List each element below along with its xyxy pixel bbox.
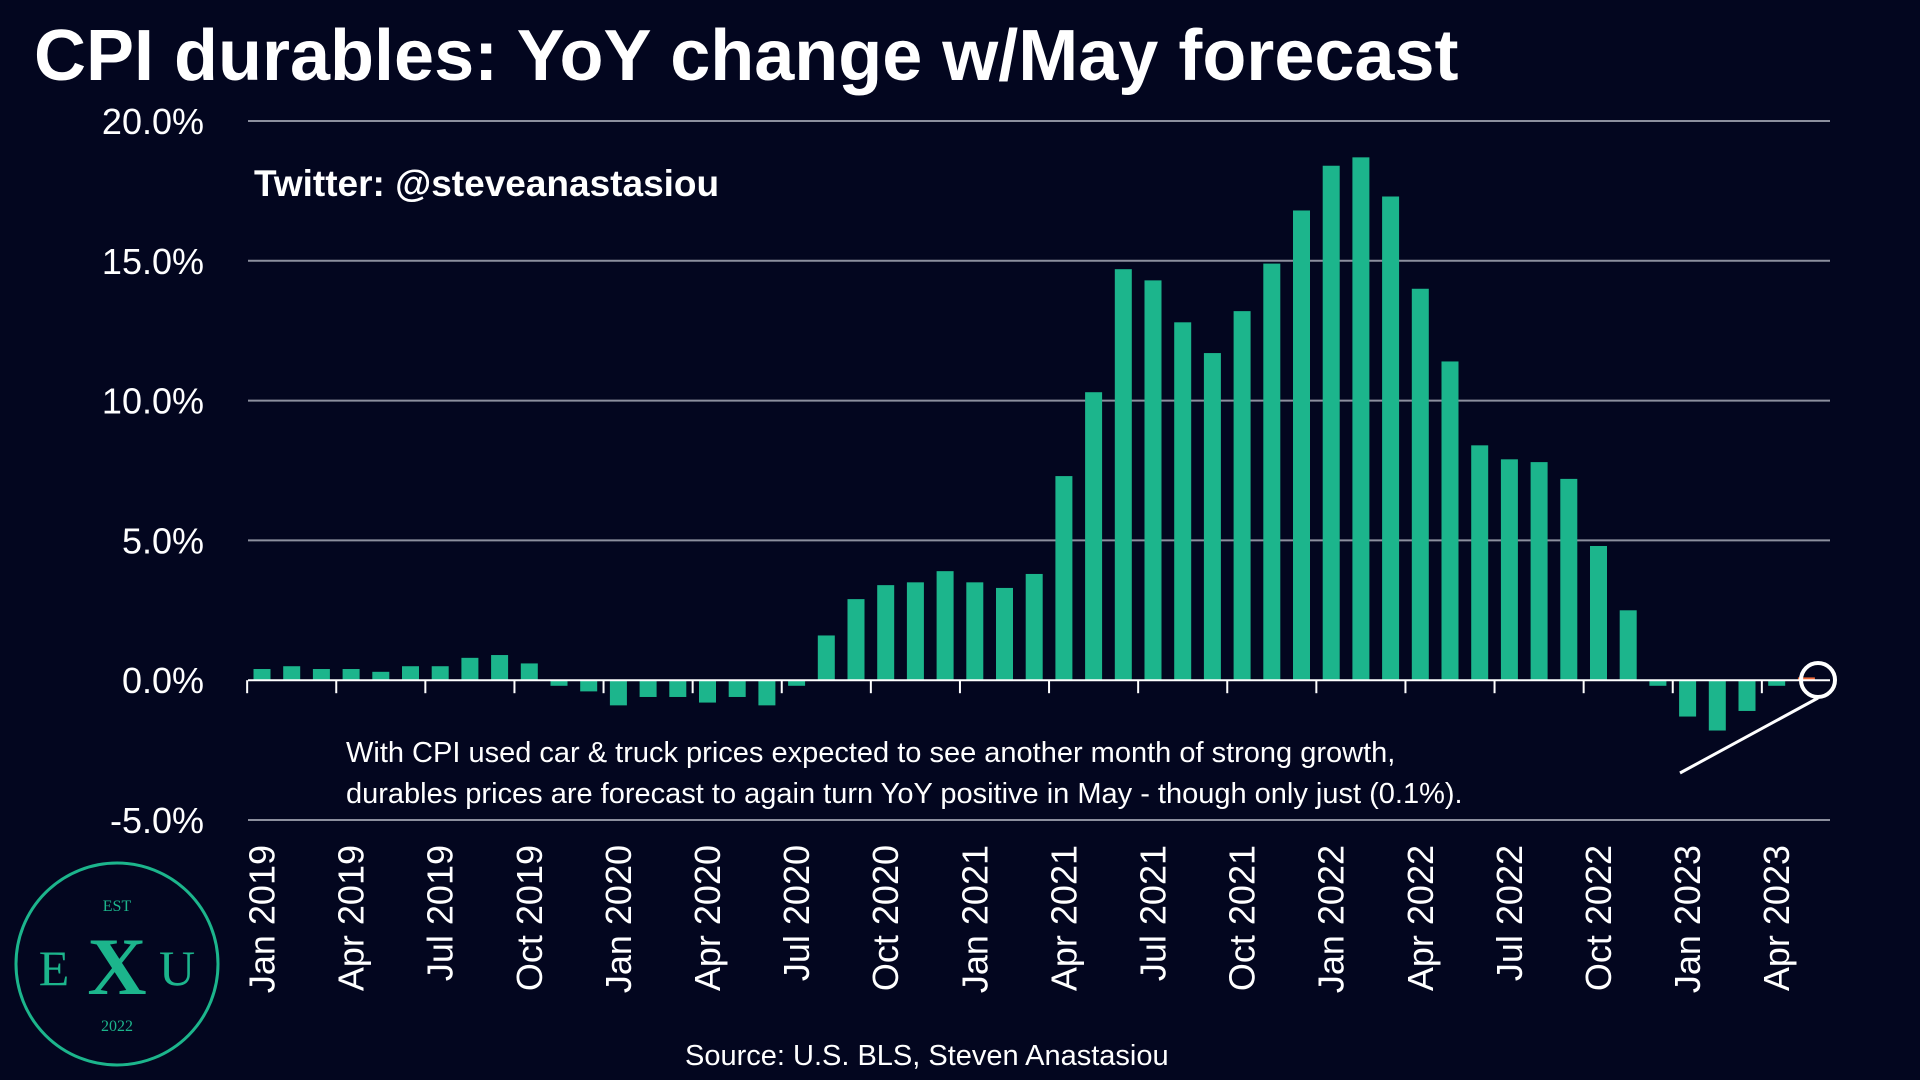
bar (1144, 280, 1162, 681)
bar (1055, 476, 1073, 681)
x-tick-label: Apr 2021 (1043, 845, 1084, 991)
y-tick-label: 5.0% (122, 520, 204, 561)
x-tick-label: Jan 2020 (598, 845, 639, 993)
bar (1590, 545, 1607, 681)
logo-ring (14, 861, 220, 1067)
y-tick-label: 20.0% (102, 101, 204, 142)
bar (1560, 478, 1578, 681)
x-tick-label: Apr 2019 (331, 845, 372, 991)
bar (1679, 680, 1697, 717)
bar (996, 587, 1013, 681)
bar (1708, 680, 1726, 731)
bar (372, 671, 390, 681)
bar (1738, 680, 1756, 711)
bar (520, 663, 538, 681)
x-tick-label: Apr 2022 (1400, 845, 1441, 991)
bar (758, 680, 776, 706)
y-tick-label: 0.0% (122, 660, 204, 701)
y-tick-label: -5.0% (110, 800, 204, 841)
logo-right-letter: U (159, 940, 195, 996)
bar (1471, 445, 1489, 681)
chart-title: CPI durables: YoY change w/May forecast (34, 16, 1458, 96)
forecast-bar (1797, 677, 1815, 681)
y-axis-ticks: 20.0% 15.0% 10.0% 5.0% 0.0% -5.0% (102, 101, 204, 841)
bar (1322, 165, 1340, 681)
forecast-highlight-circle (1799, 661, 1837, 699)
bars (253, 157, 1815, 731)
x-tick-label: Jan 2019 (242, 845, 283, 993)
bar (1411, 288, 1429, 681)
y-tick-label: 15.0% (102, 241, 204, 282)
x-tick-label: Apr 2020 (687, 845, 728, 991)
source-note: Source: U.S. BLS, Steven Anastasiou (685, 1040, 1169, 1072)
x-tick-label: Jan 2023 (1667, 845, 1708, 993)
bar (1233, 311, 1251, 681)
x-tick-label: Oct 2022 (1578, 845, 1619, 991)
logo-top-text: EST (103, 898, 132, 915)
twitter-watermark: Twitter: @steveanastasiou (254, 163, 719, 204)
annotation-line-2: durables prices are forecast to again tu… (346, 778, 1463, 810)
bar (580, 680, 598, 692)
bar (283, 666, 301, 681)
logo: EST E X U 2022 (14, 861, 220, 1067)
bar (550, 680, 568, 686)
annotation-pointer-line (1679, 696, 1819, 775)
logo-bottom-text: 2022 (101, 1018, 133, 1035)
bar (1352, 157, 1370, 681)
x-tick-label: Jan 2022 (1311, 845, 1352, 993)
x-tick-label: Oct 2019 (509, 845, 550, 991)
bar (342, 669, 360, 681)
x-tick-label: Jul 2022 (1489, 845, 1530, 981)
logo-left-letter: E (39, 940, 70, 996)
bar (669, 680, 687, 697)
bar (1649, 680, 1667, 686)
bar (1025, 573, 1043, 681)
x-axis-ticks: Jan 2019 Apr 2019 Jul 2019 Oct 2019 Jan 2020… (242, 845, 1798, 993)
x-tick-label: Oct 2021 (1222, 845, 1263, 991)
logo-middle-letter: X (87, 921, 146, 1012)
bar (1114, 269, 1132, 681)
bar (312, 669, 330, 681)
bar (817, 635, 835, 681)
bar (461, 657, 479, 681)
bar (906, 582, 924, 681)
bar (1382, 196, 1400, 681)
bar (431, 666, 449, 681)
bar (1293, 210, 1310, 681)
bar (699, 680, 716, 703)
x-tick-label: Jan 2021 (954, 845, 995, 993)
bar (847, 599, 865, 681)
bar (609, 680, 627, 706)
bar (639, 680, 657, 697)
bar (728, 680, 746, 697)
bar (1500, 459, 1518, 681)
bar (1263, 263, 1281, 681)
x-tick-label: Apr 2023 (1756, 845, 1797, 991)
x-tick-label: Jul 2021 (1133, 845, 1174, 981)
bar (1085, 392, 1103, 681)
x-tick-label: Jul 2019 (420, 845, 461, 981)
gridlines (248, 120, 1830, 821)
bar (402, 666, 419, 681)
bar (1441, 361, 1459, 681)
bar (966, 582, 984, 681)
x-axis (246, 679, 1830, 694)
x-tick-label: Jul 2020 (776, 845, 817, 981)
annotation-line-1: With CPI used car & truck prices expecte… (346, 737, 1395, 769)
bar (1768, 680, 1786, 686)
bar (1174, 322, 1192, 681)
bar (491, 655, 509, 681)
bar (253, 669, 271, 681)
y-tick-label: 10.0% (102, 381, 204, 422)
bar (1619, 610, 1637, 681)
bar (936, 571, 954, 681)
bar (1203, 353, 1221, 681)
bar (877, 585, 895, 681)
x-tick-label: Oct 2020 (865, 845, 906, 991)
bar (788, 680, 806, 686)
bar (1530, 462, 1548, 681)
